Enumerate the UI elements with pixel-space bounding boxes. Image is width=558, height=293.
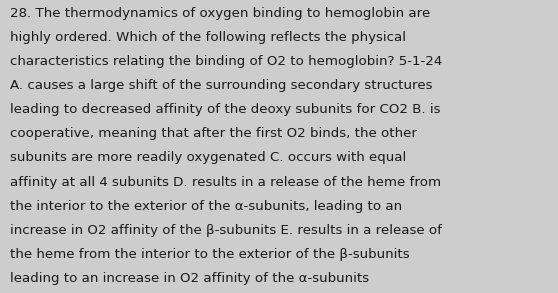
Text: leading to an increase in O2 affinity of the α-subunits: leading to an increase in O2 affinity of… [10,272,369,285]
Text: affinity at all 4 subunits D. results in a release of the heme from: affinity at all 4 subunits D. results in… [10,176,441,188]
Text: increase in O2 affinity of the β-subunits E. results in a release of: increase in O2 affinity of the β-subunit… [10,224,442,236]
Text: leading to decreased affinity of the deoxy subunits for CO2 B. is: leading to decreased affinity of the deo… [10,103,441,116]
Text: cooperative, meaning that after the first O2 binds, the other: cooperative, meaning that after the firs… [10,127,417,140]
Text: subunits are more readily oxygenated C. occurs with equal: subunits are more readily oxygenated C. … [10,151,406,164]
Text: highly ordered. Which of the following reflects the physical: highly ordered. Which of the following r… [10,31,406,44]
Text: the heme from the interior to the exterior of the β-subunits: the heme from the interior to the exteri… [10,248,410,260]
Text: characteristics relating the binding of O2 to hemoglobin? 5-1-24: characteristics relating the binding of … [10,55,442,68]
Text: the interior to the exterior of the α-subunits, leading to an: the interior to the exterior of the α-su… [10,200,402,212]
Text: A. causes a large shift of the surrounding secondary structures: A. causes a large shift of the surroundi… [10,79,432,92]
Text: 28. The thermodynamics of oxygen binding to hemoglobin are: 28. The thermodynamics of oxygen binding… [10,7,430,20]
